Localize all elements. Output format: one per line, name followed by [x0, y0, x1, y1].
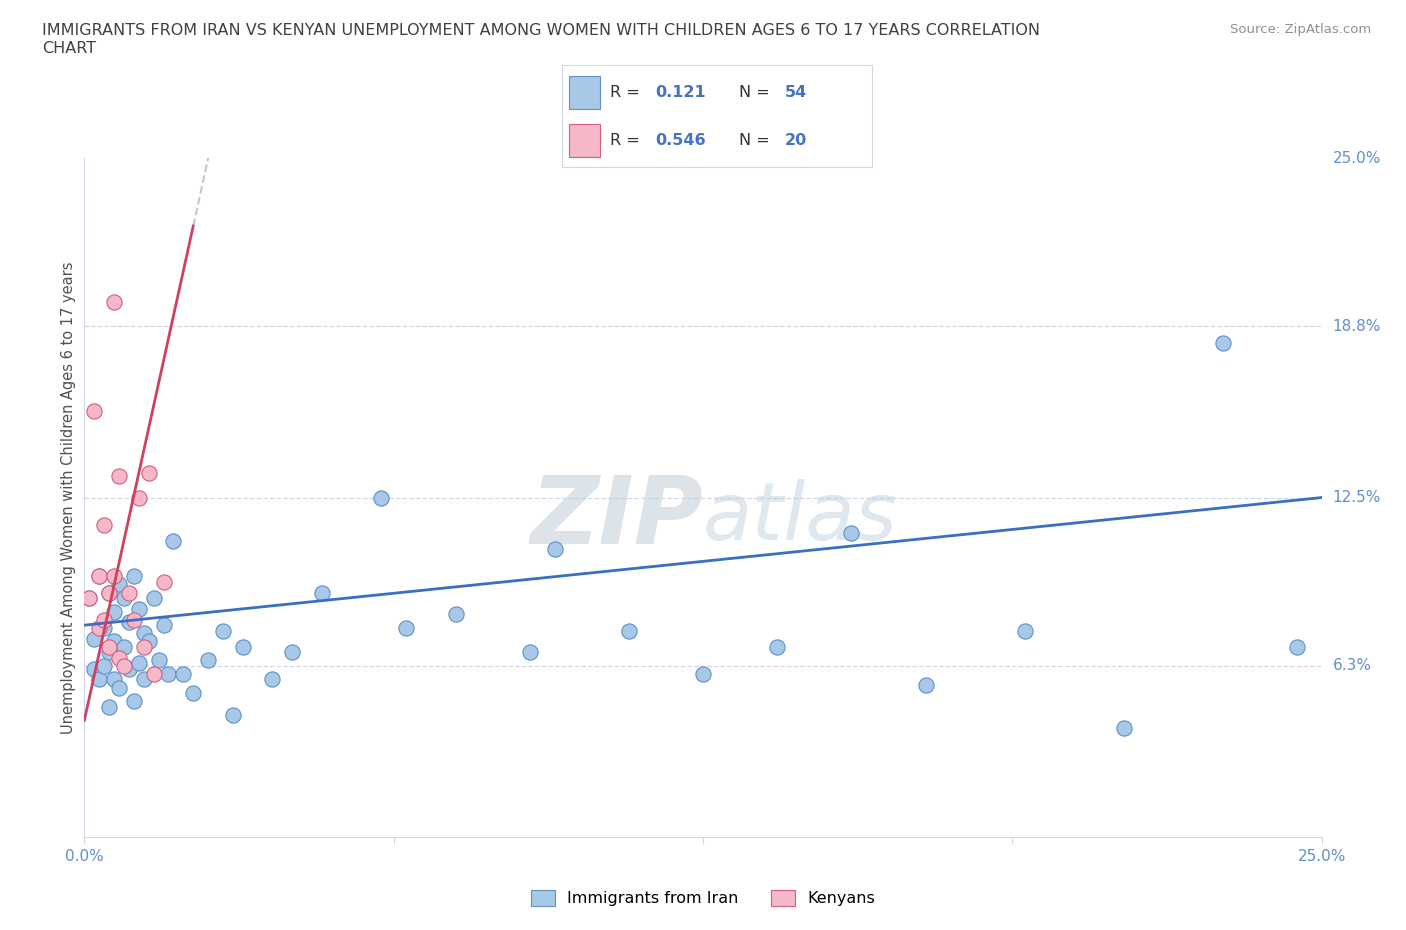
Point [79, 591, 101, 605]
Point [311, 585, 333, 600]
Point [138, 466, 160, 481]
Point [118, 615, 141, 630]
Text: 20: 20 [785, 133, 807, 148]
Point [132, 672, 155, 687]
Text: R =: R = [610, 86, 645, 100]
Text: IMMIGRANTS FROM IRAN VS KENYAN UNEMPLOYMENT AMONG WOMEN WITH CHILDREN AGES 6 TO : IMMIGRANTS FROM IRAN VS KENYAN UNEMPLOYM… [42, 23, 1040, 56]
Point [108, 577, 131, 591]
Point [197, 653, 219, 668]
Point [98, 585, 121, 600]
Point [108, 680, 131, 695]
Point [89, 620, 111, 635]
Point [98, 699, 121, 714]
Point [222, 708, 245, 723]
Point [128, 656, 150, 671]
Point [93, 612, 115, 627]
Point [232, 640, 254, 655]
Text: N =: N = [738, 133, 775, 148]
Text: 18.8%: 18.8% [1333, 319, 1381, 334]
Point [98, 585, 121, 600]
Point [148, 653, 170, 668]
Text: 25.0%: 25.0% [1333, 151, 1381, 166]
Y-axis label: Unemployment Among Women with Children Ages 6 to 17 years: Unemployment Among Women with Children A… [60, 261, 76, 734]
Text: atlas: atlas [703, 479, 898, 557]
Point [766, 640, 789, 655]
Point [93, 658, 115, 673]
Point [83, 631, 105, 646]
Point [122, 612, 145, 627]
Legend: Immigrants from Iran, Kenyans: Immigrants from Iran, Kenyans [524, 884, 882, 912]
Point [108, 650, 131, 665]
Point [128, 602, 150, 617]
Point [122, 569, 145, 584]
Point [89, 569, 111, 584]
Point [152, 618, 174, 632]
Text: 12.5%: 12.5% [1333, 490, 1381, 505]
Point [914, 677, 936, 692]
Point [138, 634, 160, 649]
Text: 0.121: 0.121 [655, 86, 706, 100]
Point [142, 667, 165, 682]
Point [543, 541, 565, 556]
Point [1112, 721, 1135, 736]
Point [103, 672, 125, 687]
Point [444, 607, 467, 622]
Point [93, 517, 115, 532]
Text: Source: ZipAtlas.com: Source: ZipAtlas.com [1230, 23, 1371, 36]
Point [98, 644, 121, 659]
Point [103, 634, 125, 649]
Point [617, 623, 640, 638]
Point [79, 591, 101, 605]
Point [281, 644, 304, 659]
Point [118, 661, 141, 676]
Point [262, 672, 284, 687]
Point [152, 575, 174, 590]
Point [157, 667, 180, 682]
Point [112, 658, 135, 673]
Point [89, 569, 111, 584]
Text: ZIP: ZIP [530, 472, 703, 564]
Point [118, 585, 141, 600]
Point [692, 667, 714, 682]
Point [93, 620, 115, 635]
Point [112, 640, 135, 655]
Point [83, 404, 105, 418]
Point [112, 591, 135, 605]
Point [162, 534, 184, 549]
Point [103, 604, 125, 619]
Point [83, 661, 105, 676]
Point [122, 694, 145, 709]
Point [395, 620, 418, 635]
Point [132, 626, 155, 641]
Text: R =: R = [610, 133, 645, 148]
Point [519, 644, 541, 659]
Point [1212, 336, 1234, 351]
Point [172, 667, 194, 682]
FancyBboxPatch shape [568, 76, 599, 109]
Point [841, 525, 863, 540]
Point [370, 490, 392, 505]
Point [98, 640, 121, 655]
Text: 54: 54 [785, 86, 807, 100]
Text: 0.546: 0.546 [655, 133, 706, 148]
Point [142, 591, 165, 605]
Point [128, 490, 150, 505]
Point [132, 640, 155, 655]
Point [103, 295, 125, 310]
Point [1285, 640, 1308, 655]
Point [181, 685, 204, 700]
Point [103, 569, 125, 584]
Point [108, 469, 131, 484]
Point [1014, 623, 1036, 638]
Text: 6.3%: 6.3% [1333, 658, 1372, 673]
FancyBboxPatch shape [568, 125, 599, 157]
Point [89, 672, 111, 687]
Text: N =: N = [738, 86, 775, 100]
Point [212, 623, 235, 638]
